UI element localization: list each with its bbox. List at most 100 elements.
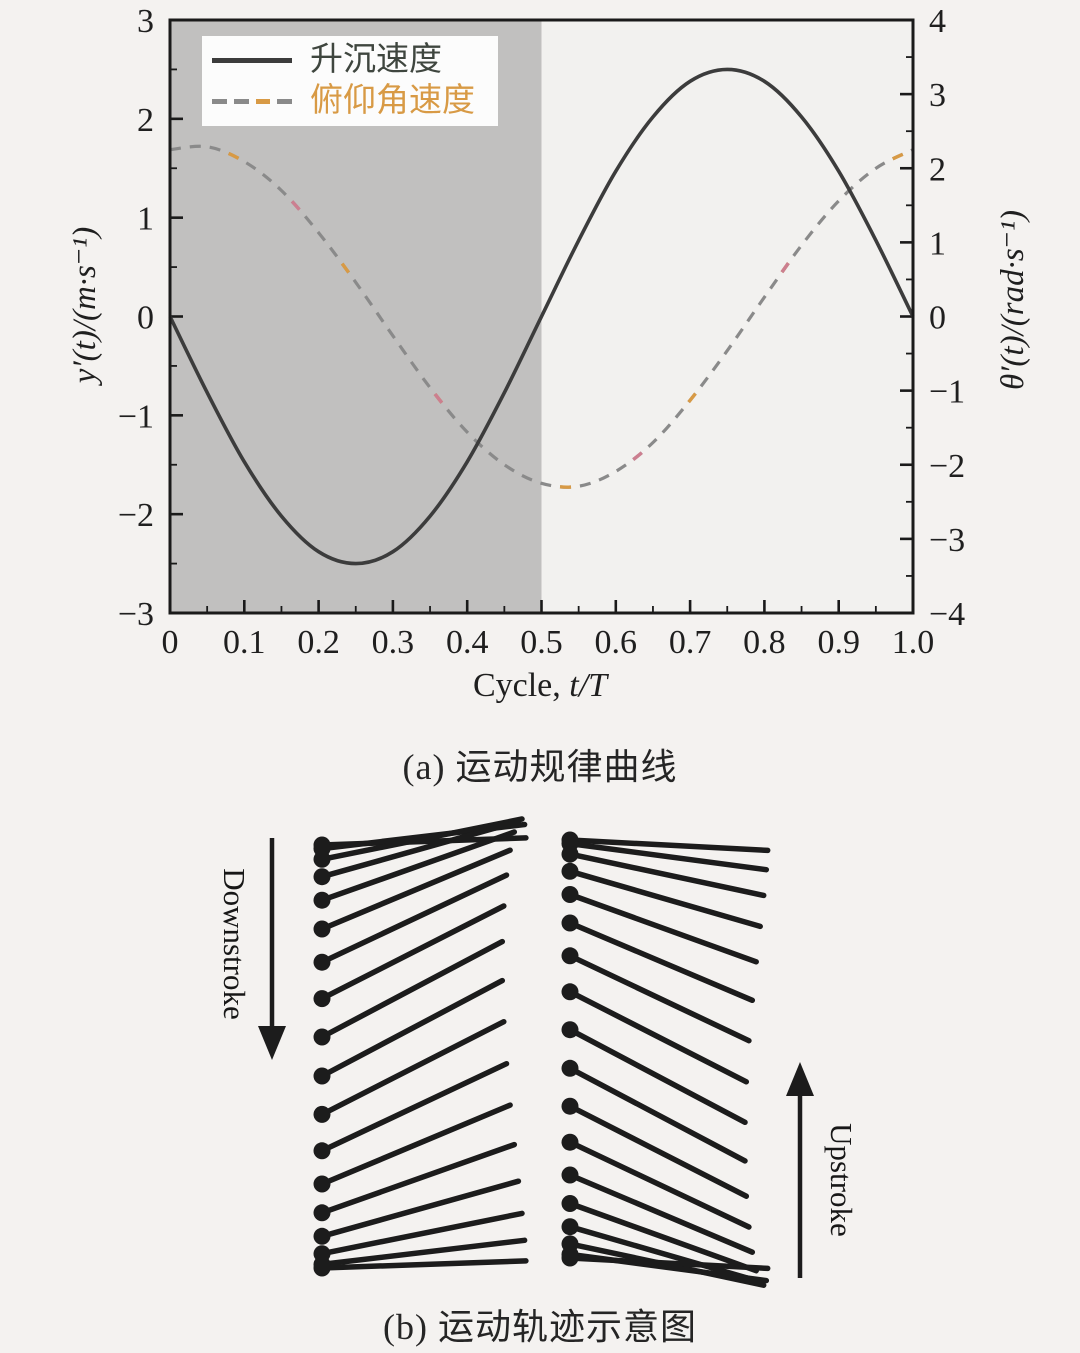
foil-chord — [567, 920, 756, 1004]
foil-leading-edge-dot — [313, 990, 331, 1008]
foil-chord — [319, 1258, 529, 1271]
x-tick-label: 0.9 — [817, 624, 860, 661]
foil-leading-edge-dot — [313, 1028, 331, 1046]
foil-leading-edge-dot — [561, 1218, 579, 1236]
foil-chord — [319, 818, 522, 880]
solid-line-swatch — [212, 58, 292, 63]
foil-leading-edge-dot — [313, 1259, 331, 1277]
foil-leading-edge-dot — [561, 862, 579, 880]
y-right-tick-label: −1 — [929, 374, 965, 411]
foil-leading-edge-dot — [313, 1227, 331, 1245]
foil-leading-edge-dot — [313, 1204, 331, 1222]
x-axis-title-text: Cycle, — [472, 667, 570, 704]
dash-swatch — [212, 99, 227, 104]
foil-leading-edge-dot — [561, 947, 579, 965]
foil-chord — [567, 1139, 752, 1230]
foil-chord — [567, 837, 771, 854]
x-tick-label: 0.3 — [372, 624, 415, 661]
foil-chord — [319, 1141, 518, 1216]
foil-leading-edge-dot — [313, 1142, 331, 1160]
foil-chord — [319, 1102, 513, 1187]
upstroke-arrow — [786, 1062, 814, 1278]
y-right-tick-label: −2 — [929, 448, 965, 485]
foil-chord — [567, 891, 759, 965]
foil-chord — [319, 1178, 522, 1240]
y-left-tick-label: 0 — [137, 300, 154, 337]
x-tick-label: 1.0 — [892, 624, 935, 661]
x-tick-label: 0.6 — [595, 624, 638, 661]
foil-leading-edge-dot — [561, 1195, 579, 1212]
foil-leading-edge-dot — [313, 891, 331, 909]
x-axis-title-math: t/T — [569, 667, 608, 704]
foil-chord — [567, 1223, 763, 1285]
legend-item-pitch: 俯仰角速度 — [212, 85, 498, 118]
foil-chord — [319, 829, 518, 903]
x-tick-label: 0.2 — [297, 624, 340, 661]
foil-chord — [319, 1210, 525, 1257]
foil-chord — [319, 1060, 510, 1154]
foil-chord — [319, 938, 506, 1040]
legend-label-heave: 升沉速度 — [310, 42, 442, 78]
foil-leading-edge-dot — [561, 1097, 579, 1115]
y-left-tick-label: −1 — [118, 398, 154, 435]
pitch-rate-curve-rose-accent — [169, 144, 914, 489]
heave-velocity-curve — [168, 67, 915, 566]
caption-subfigure-a: (a) 运动规律曲线 — [402, 747, 678, 787]
foil-leading-edge-dot — [561, 1021, 579, 1039]
x-tick-label: 0.5 — [520, 624, 563, 661]
foil-chord — [319, 816, 525, 863]
y-left-tick-label: 1 — [137, 201, 154, 238]
upstroke-plot-region — [541, 20, 913, 613]
foil-chord — [567, 1065, 748, 1164]
foil-leading-edge-dot — [561, 845, 579, 863]
x-tick-label: 0.8 — [743, 624, 786, 661]
caption-subfigure-b: (b) 运动轨迹示意图 — [383, 1307, 697, 1347]
foil-leading-edge-dot — [313, 953, 331, 971]
x-axis-title: Cycle, t/T — [473, 667, 607, 705]
downstroke-foil-sequence — [313, 816, 529, 1277]
y-right-tick-label: 1 — [929, 225, 946, 262]
dash-swatch — [277, 99, 292, 104]
foil-leading-edge-dot — [313, 868, 331, 886]
foil-leading-edge-dot — [561, 983, 579, 1001]
foil-leading-edge-dot — [313, 920, 331, 938]
y-left-tick-label: −2 — [118, 497, 154, 534]
foil-chord — [567, 1172, 756, 1255]
foil-chord — [567, 840, 770, 873]
dashed-line-sample — [212, 99, 292, 104]
y-right-tick-label: 2 — [929, 151, 946, 188]
foil-chord — [319, 1237, 528, 1268]
foil-leading-edge-dot — [561, 1059, 579, 1077]
foil-chord — [567, 953, 752, 1044]
foil-chord — [567, 1200, 759, 1274]
foil-chord — [319, 903, 507, 1002]
y-left-tick-label: −3 — [118, 596, 154, 633]
foil-leading-edge-dot — [313, 1175, 331, 1193]
y-right-tick-label: 0 — [929, 300, 946, 337]
foil-leading-edge-dot — [561, 1133, 579, 1151]
dash-swatch — [233, 99, 249, 104]
foil-leading-edge-dot — [313, 1105, 331, 1123]
x-tick-label: 0.7 — [669, 624, 712, 661]
y-right-tick-label: −4 — [929, 596, 965, 633]
x-tick-label: 0 — [162, 624, 179, 661]
x-tick-label: 0.1 — [223, 624, 266, 661]
foil-chord — [567, 868, 763, 930]
legend-label-pitch: 俯仰角速度 — [310, 83, 475, 119]
y-left-tick-label: 3 — [137, 3, 154, 40]
solid-line-sample — [212, 58, 292, 63]
upstroke-label: Upstroke — [824, 1123, 859, 1237]
foil-chord — [567, 1103, 750, 1199]
legend-item-heave: 升沉速度 — [212, 44, 498, 77]
y-right-tick-label: 4 — [929, 3, 946, 40]
y-right-tick-label: 3 — [929, 77, 946, 114]
foil-chord — [567, 851, 767, 899]
foil-leading-edge-dot — [561, 914, 579, 932]
foil-chord — [319, 872, 510, 965]
foil-leading-edge-dot — [313, 850, 331, 868]
y-right-tick-label: −3 — [929, 522, 965, 559]
foil-chord — [567, 989, 750, 1085]
foil-leading-edge-dot — [313, 1067, 331, 1085]
foil-leading-edge-dot — [561, 886, 579, 903]
